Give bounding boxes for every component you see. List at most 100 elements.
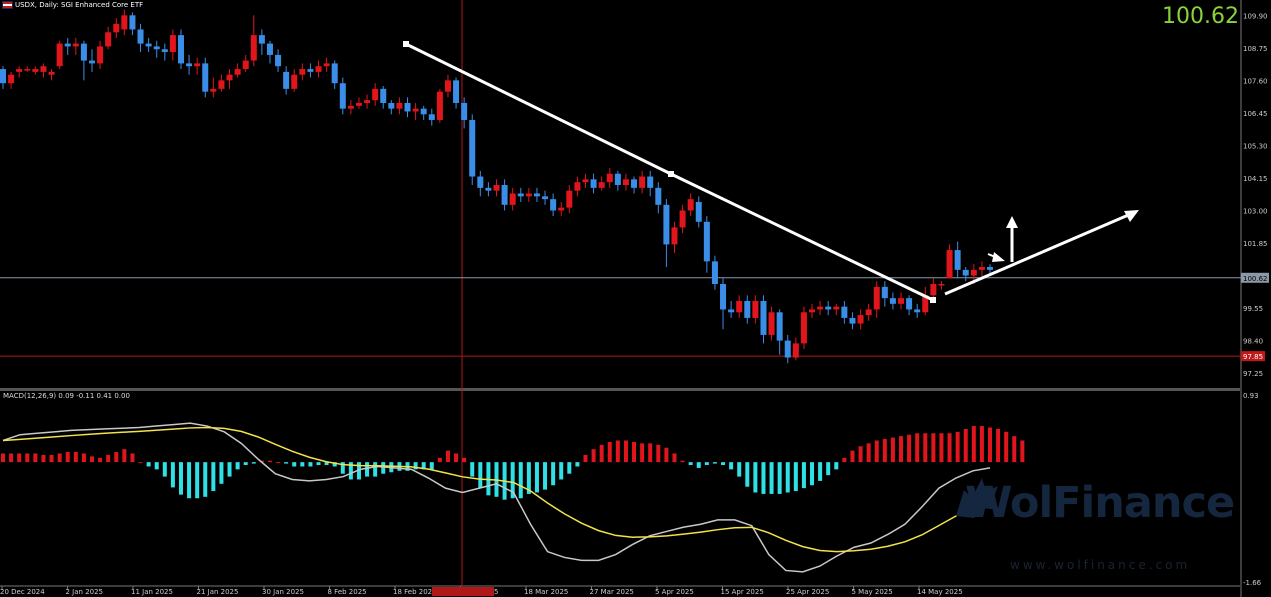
macd-histogram-bar: [793, 462, 798, 492]
macd-histogram-bar: [33, 453, 38, 463]
macd-histogram-bar: [826, 462, 831, 476]
candle-body: [24, 69, 31, 71]
arrow-head: [1124, 210, 1139, 222]
candle-body: [161, 49, 168, 53]
time-tick-label: 5 May 2025: [852, 588, 893, 596]
candle-body: [0, 69, 6, 84]
time-tick-label: 5 Apr 2025: [655, 588, 694, 596]
macd-line: [2, 422, 991, 573]
candle-body: [987, 267, 993, 270]
macd-histogram-bar: [688, 462, 693, 466]
macd-histogram-bar: [551, 462, 556, 486]
candle-body: [80, 43, 87, 61]
candle-body: [889, 298, 896, 304]
macd-histogram-bar: [656, 444, 661, 463]
candle-body: [533, 193, 540, 197]
macd-histogram-bar: [899, 436, 904, 463]
candle-body: [64, 43, 71, 47]
watermark-brand: WolFinance: [965, 478, 1235, 528]
macd-histogram-bar: [810, 462, 815, 486]
candle-body: [347, 105, 354, 109]
candle-body: [493, 185, 500, 191]
candle-body: [776, 312, 783, 341]
candle-body: [16, 69, 23, 72]
macd-histogram-bar: [1004, 431, 1009, 463]
macd-histogram-bar: [41, 454, 46, 463]
candle-body: [283, 71, 290, 89]
candle-body: [622, 179, 629, 186]
macd-histogram-bar: [518, 462, 523, 499]
candle-body: [954, 250, 961, 270]
candle-body: [388, 102, 395, 109]
candle-body: [550, 199, 557, 211]
macd-histogram-bar: [267, 460, 272, 463]
candle-body: [574, 182, 581, 191]
current-price-tag: [1241, 272, 1269, 283]
macd-histogram-bar: [575, 462, 580, 467]
candle-body: [857, 315, 864, 324]
macd-histogram-bar: [850, 450, 855, 463]
trend-anchor-point: [403, 41, 409, 47]
time-tick-label: 18 Mar 2025: [524, 588, 568, 596]
candle-body: [614, 173, 621, 186]
time-tick-label: 11 Jan 2025: [131, 588, 173, 596]
current-price-tag-label: 100.62: [1243, 275, 1268, 283]
macd-histogram-bar: [882, 439, 887, 463]
candle-body: [194, 63, 201, 67]
candle-body: [558, 207, 565, 211]
candle-body: [331, 63, 338, 84]
candle-body: [501, 185, 508, 205]
candle-body: [380, 88, 387, 103]
macd-indicator-label: MACD(12,26,9) 0.09 -0.11 0.41 0.00: [3, 392, 130, 400]
macd-histogram-bar: [478, 462, 483, 489]
macd-histogram-bar: [89, 456, 94, 463]
macd-histogram-bar: [607, 441, 612, 463]
candle-body: [946, 250, 953, 279]
candle-body: [97, 46, 104, 64]
candle-body: [566, 190, 573, 208]
candle-body: [477, 176, 484, 188]
symbol-description: SGI Enhanced Core ETF: [61, 1, 144, 9]
macd-histogram-bar: [721, 462, 726, 466]
time-tick-label: 21 Jan 2025: [197, 588, 239, 596]
candle-body: [655, 187, 662, 205]
macd-histogram-bar: [979, 426, 984, 463]
candle-body: [275, 54, 282, 67]
candle-body: [809, 309, 816, 313]
macd-histogram-bar: [543, 462, 548, 490]
red-level-tag-label: 97.85: [1243, 353, 1263, 361]
candle-body: [145, 43, 152, 47]
macd-histogram-bar: [559, 462, 564, 480]
macd-histogram-bar: [996, 428, 1001, 463]
macd-histogram-bar: [1, 453, 5, 463]
candle-body: [153, 46, 160, 50]
macd-histogram-bar: [340, 462, 345, 474]
current-price-display: 100.62: [1162, 4, 1239, 29]
price-tick-label: 97.25: [1243, 370, 1263, 378]
candle-body: [129, 15, 136, 30]
macd-histogram-bar: [235, 462, 240, 470]
macd-histogram-bar: [332, 462, 337, 467]
candle-body: [663, 204, 670, 245]
candle-body: [825, 306, 832, 310]
symbol-label: USDX, Daily:: [15, 1, 59, 9]
macd-tick-label: -1.66: [1243, 579, 1262, 587]
candle-body: [72, 43, 79, 47]
candle-body: [938, 284, 945, 286]
macd-histogram-bar: [98, 457, 103, 463]
crosshair-date-tag: [432, 587, 494, 596]
candle-body: [177, 35, 184, 64]
macd-histogram-bar: [947, 433, 952, 463]
macd-histogram-bar: [745, 462, 750, 487]
candle-body: [469, 119, 476, 177]
macd-histogram-bar: [988, 427, 992, 463]
pane-separator: [0, 388, 1240, 391]
macd-histogram-bar: [842, 457, 847, 463]
macd-histogram-bar: [437, 457, 442, 463]
macd-histogram-bar: [923, 433, 928, 463]
macd-histogram-bar: [955, 431, 960, 463]
macd-histogram-bar: [106, 454, 111, 463]
candle-body: [978, 267, 985, 270]
candle-body: [590, 179, 597, 188]
